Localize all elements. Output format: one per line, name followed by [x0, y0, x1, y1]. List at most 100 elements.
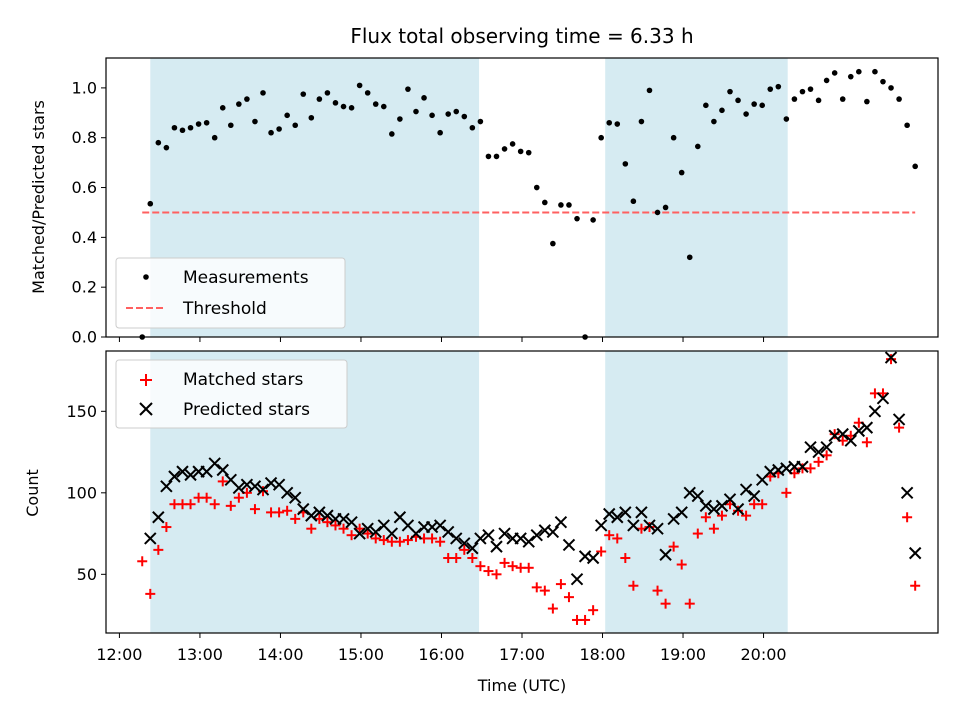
- measurement-point-39: [453, 108, 460, 115]
- predicted-point-d2: [731, 502, 745, 516]
- matched-point-14: [249, 504, 260, 515]
- measurement-point-62: [638, 118, 645, 125]
- measurement-point-53: [566, 202, 572, 208]
- legend-measurements-marker: [143, 274, 149, 280]
- bottom-y-axis-label: Count: [23, 469, 42, 517]
- measurement-point-17: [276, 126, 282, 132]
- top-panel: 0.0 0.2 0.4 0.6 0.8 1.0 Matched/Predicted sta…: [29, 57, 939, 347]
- measurement-point-36: [429, 112, 435, 119]
- matched-point-46: [507, 561, 518, 572]
- predicted-point-d2: [466, 542, 479, 555]
- legend-predicted-label: Predicted stars: [183, 400, 310, 420]
- measurement-point-52: [558, 202, 564, 208]
- measurement-point-18: [284, 112, 290, 119]
- matched-point-55: [580, 614, 591, 625]
- predicted-point-73: [731, 502, 745, 516]
- matched-point-1: [145, 588, 156, 599]
- chart-title: Flux total observing time = 6.33 h: [350, 24, 693, 48]
- top-ytick-label-0: 0.0: [72, 328, 97, 347]
- predicted-point-d2: [611, 511, 624, 524]
- predicted-point-d2: [908, 546, 922, 560]
- matched-point-86: [829, 429, 840, 440]
- legend-predicted-marker: [139, 402, 153, 416]
- top-legend: Measurements Threshold: [115, 257, 346, 329]
- matched-point-32: [394, 536, 405, 547]
- top-shaded-region-1: [605, 58, 788, 337]
- measurement-point-68: [686, 254, 693, 261]
- matched-point-10: [217, 476, 228, 487]
- predicted-point-44: [498, 527, 511, 540]
- matched-point-18: [282, 505, 293, 516]
- matched-point-12: [233, 492, 244, 503]
- bottom-xtick-label-1: 13:00: [177, 645, 223, 664]
- matched-point-59: [612, 533, 623, 544]
- predicted-point-91: [876, 392, 890, 405]
- predicted-point-3: [168, 470, 181, 483]
- predicted-point-d2: [450, 532, 463, 545]
- predicted-point-25: [345, 515, 358, 529]
- predicted-point-38: [450, 532, 463, 545]
- predicted-point-21: [313, 506, 326, 519]
- matched-point-42: [475, 561, 486, 572]
- measurement-point-7: [195, 121, 202, 127]
- measurement-point-96: [912, 163, 918, 170]
- bottom-xtick-label-0: 12:00: [96, 645, 142, 664]
- predicted-point-d2: [603, 507, 616, 521]
- matched-point-84: [813, 456, 824, 467]
- measurement-point-9: [211, 134, 218, 141]
- measurement-point-57: [598, 134, 604, 141]
- predicted-point-d2: [305, 509, 318, 522]
- matched-point-66: [668, 541, 679, 552]
- measurement-point-3: [163, 144, 170, 151]
- measurement-point-77: [759, 102, 766, 109]
- predicted-point-74: [739, 483, 753, 496]
- matched-point-43: [483, 566, 494, 577]
- predicted-point-70: [707, 502, 721, 516]
- predicted-point-d2: [764, 465, 777, 478]
- matched-point-63: [644, 522, 655, 533]
- measurement-point-50: [542, 199, 548, 206]
- predicted-point-d2: [699, 499, 713, 513]
- predicted-point-d2: [321, 509, 334, 522]
- matched-point-6: [185, 499, 196, 510]
- predicted-point-d2: [570, 573, 584, 586]
- measurement-point-37: [437, 129, 443, 136]
- matched-point-19: [290, 513, 301, 524]
- predicted-point-40: [466, 542, 479, 555]
- predicted-point-d2: [256, 483, 270, 496]
- predicted-point-d2: [892, 413, 906, 426]
- predicted-point-57: [603, 507, 616, 521]
- predicted-point-d2: [280, 486, 294, 500]
- matched-point-64: [652, 585, 663, 596]
- measurement-point-58: [606, 119, 613, 126]
- predicted-point-d2: [691, 489, 705, 503]
- predicted-point-d2: [272, 478, 286, 491]
- predicted-point-93: [892, 413, 906, 426]
- matched-point-67: [676, 559, 687, 570]
- predicted-point-62: [643, 519, 656, 532]
- predicted-point-75: [747, 489, 761, 503]
- predicted-point-d2: [586, 551, 600, 565]
- predicted-point-d2: [659, 548, 672, 561]
- measurement-point-84: [815, 97, 822, 104]
- predicted-point-28: [369, 525, 382, 539]
- predicted-point-d2: [345, 515, 358, 529]
- predicted-point-88: [852, 424, 866, 438]
- bottom-xtick-label-8: 20:00: [740, 645, 786, 664]
- measurement-point-22: [316, 96, 323, 102]
- measurement-point-30: [380, 103, 387, 110]
- predicted-point-d2: [425, 520, 439, 534]
- predicted-point-d2: [361, 522, 374, 535]
- predicted-point-68: [691, 489, 705, 503]
- matched-point-52: [555, 579, 566, 590]
- measurement-point-87: [839, 96, 846, 102]
- matched-point-3: [161, 522, 172, 533]
- measurement-point-82: [799, 88, 806, 95]
- predicted-point-0: [144, 532, 157, 545]
- predicted-point-d2: [780, 462, 793, 475]
- bottom-xtick-label-4: 16:00: [418, 645, 464, 664]
- matched-point-23: [322, 517, 333, 528]
- matched-point-51: [547, 603, 558, 614]
- measurement-point-23: [324, 90, 331, 96]
